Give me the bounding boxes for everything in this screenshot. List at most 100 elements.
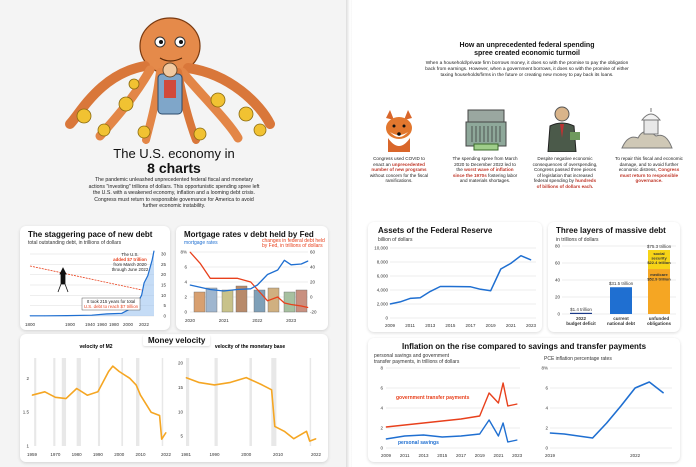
velocity-m2-x-tick: 2022 <box>161 452 172 457</box>
sidebar-credits <box>354 40 358 200</box>
three-cat-line1: 2022 <box>576 316 587 321</box>
caption-3-em: hundreds of billions of dollars each. <box>536 178 597 189</box>
transfer-payments-label: government transfer payments <box>396 395 470 401</box>
velocity-mb-line-point <box>198 382 200 383</box>
velocity-mb-line-point <box>271 389 273 391</box>
mortgage-rate-line-point <box>284 259 285 261</box>
velocity-m2-y-tick: 1 <box>26 444 29 449</box>
three-cat-line2: national debt <box>607 321 636 326</box>
social-security-label: $22.4 trillion <box>647 260 671 265</box>
assets-y-tick: 10,000 <box>374 246 388 251</box>
debt-y-tick: 20 <box>161 272 167 277</box>
debt-y-tick: 5 <box>163 303 166 308</box>
velocity-m2-line-point <box>159 415 161 416</box>
velocity-mb-line-point <box>274 426 276 427</box>
social-security-label: social <box>653 251 664 256</box>
debt-y-tick: 0 <box>163 314 166 319</box>
velocity-mb-x-tick: 1981 <box>181 452 192 457</box>
pce-y-tick: 2 <box>545 426 548 431</box>
inflation-x-tick: 2017 <box>456 453 467 458</box>
velocity-m2-line-point <box>161 438 163 440</box>
mortgage-rate-line-point <box>250 288 252 290</box>
inflation-x-tick: 2015 <box>437 453 448 458</box>
velocity-m2-y-tick: 1.5 <box>23 410 30 415</box>
mortgage-rate-line-point <box>223 290 225 292</box>
caption-1-pre: Congress used COVID to enact an <box>373 156 425 167</box>
hero-title-line2: 8 charts <box>147 160 201 176</box>
pce-inflation-line-point <box>563 433 565 435</box>
mortgage-rate-line-point <box>257 284 258 286</box>
personal-savings-line-point <box>441 436 443 438</box>
house-icon <box>235 285 248 313</box>
velocity-m2-line-point <box>31 394 33 396</box>
money-printer-icon <box>465 109 507 151</box>
fox-icon <box>386 110 412 152</box>
assets-x-tick: 2021 <box>506 323 517 328</box>
recession-band <box>186 358 190 446</box>
velocity-m2-line-point <box>76 388 78 389</box>
debt-annotation1-line: The U.S. <box>121 252 138 257</box>
inflation-x-tick: 2009 <box>381 453 392 458</box>
capitol-dome-icon <box>621 108 673 149</box>
house-icon <box>205 287 218 313</box>
velocity-m2-line-point <box>108 371 109 372</box>
velocity-mb-line-point <box>261 384 263 386</box>
transfer-payments-line-point <box>385 426 387 428</box>
caption-4: To repair this fiscal and economic damag… <box>614 156 684 184</box>
assets-chart: 10,000 8,000 6,000 4,000 2,000 0 2009 2011 2013 2… <box>374 246 536 329</box>
debt-x-tick: 1980 <box>109 322 120 327</box>
personal-savings-line-point <box>502 422 504 424</box>
personal-savings-line-point <box>516 439 518 441</box>
velocity-mb-line-point <box>309 440 311 442</box>
velocity-mb-line-point <box>214 384 215 386</box>
assets-line-point <box>450 286 451 287</box>
transfer-payments-line-point <box>441 420 443 422</box>
recession-band <box>214 358 218 446</box>
assets-x-tick: 2015 <box>445 323 456 328</box>
fed-debt-line-point <box>223 277 225 279</box>
right-headline-line1: How an unprecedented federal spending <box>459 42 595 49</box>
inflation-left-subtitle-line2: transfer payments, in trillions of dolla… <box>374 358 460 365</box>
debt-y-tick: 30 <box>161 252 167 257</box>
pce-inflation-line-point <box>577 435 579 437</box>
fed-debt-line-point <box>307 307 309 308</box>
caption-3-pre: Despite negative economic consequences o… <box>532 156 598 184</box>
mortgage-rate-line-point <box>277 269 279 271</box>
three-layers-title: Three layers of massive debt <box>556 226 666 235</box>
mortgage-x-tick: 2023 <box>286 318 297 323</box>
caption-4-pre: To repair this fiscal and economic damag… <box>615 156 683 173</box>
inflation-left-subtitle: personal savings and government transfer… <box>374 353 460 365</box>
assets-y-tick: 0 <box>385 316 388 321</box>
debt-chart-panel: The staggering pace of new debt total ou… <box>20 226 170 330</box>
personal-savings-line-point <box>404 435 406 437</box>
pce-inflation-line-point <box>620 405 622 407</box>
house-icon <box>295 289 308 313</box>
mortgage-yr-tick: 20 <box>310 280 316 285</box>
transfer-payments-line <box>385 382 518 428</box>
debt-line-point <box>44 315 46 317</box>
assets-line <box>389 254 532 305</box>
velocity-mb-label: velocity of the monetary base <box>215 344 286 350</box>
transfer-payments-line-point <box>507 405 509 407</box>
pce-inflation-line-point <box>592 437 593 439</box>
inflation-y-tick: 4 <box>380 406 383 411</box>
octopus-illustration <box>65 17 275 144</box>
fed-debt-line-point <box>199 262 201 264</box>
velocity-mb-line-point <box>283 430 285 432</box>
assets-y-tick: 8,000 <box>377 260 389 265</box>
three-layers-panel: Three layers of massive debt in trillion… <box>548 222 680 332</box>
debt-line-point <box>66 315 68 316</box>
three-layers-subtitle: in trillions of dollars <box>556 237 599 243</box>
recession-band <box>136 358 140 446</box>
mortgage-yl-tick: 2 <box>184 295 187 300</box>
assets-x-tick: 2017 <box>466 323 477 328</box>
velocity-mb-x-tick: 1990 <box>210 452 221 457</box>
debt-x-tick: 2000 <box>123 322 134 327</box>
mortgage-yr-tick: -20 <box>310 310 317 315</box>
assets-x-tick: 2019 <box>486 323 497 328</box>
assets-chart-subtitle: billion of dollars <box>378 237 413 243</box>
mortgage-rate-line-point <box>189 284 191 286</box>
velocity-title: Money velocity <box>143 335 211 346</box>
mortgage-yr-tick: 60 <box>310 250 316 255</box>
debt-line-point <box>141 294 142 296</box>
